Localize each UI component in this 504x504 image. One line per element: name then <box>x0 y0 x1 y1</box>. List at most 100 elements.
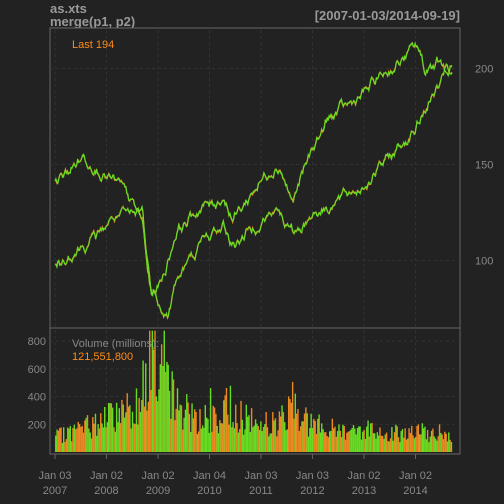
volume-bar <box>327 437 330 452</box>
volume-bar <box>228 424 230 452</box>
volume-bar <box>332 428 335 452</box>
volume-bar <box>395 424 397 452</box>
volume-bar <box>223 400 225 452</box>
volume-bar <box>331 418 334 452</box>
volume-bar <box>323 432 326 452</box>
volume-bar <box>314 420 316 452</box>
volume-bar <box>311 428 314 452</box>
volume-bar <box>325 432 327 452</box>
volume-bar <box>225 387 228 452</box>
volume-bar <box>159 364 162 452</box>
volume-bar <box>319 432 322 452</box>
volume-bar <box>55 435 57 452</box>
volume-bar <box>289 399 291 452</box>
volume-bar <box>404 428 406 452</box>
volume-bar <box>97 424 99 452</box>
volume-bar <box>359 426 361 452</box>
volume-bar <box>93 423 95 452</box>
volume-bar <box>88 428 90 452</box>
volume-bar <box>109 403 111 452</box>
volume-bar <box>348 431 351 452</box>
volume-bar <box>186 394 188 452</box>
volume-bar <box>184 409 187 452</box>
volume-bar <box>335 436 338 452</box>
volume-bar <box>121 399 123 452</box>
volume-bar <box>166 361 168 452</box>
volume-bar <box>141 399 143 452</box>
volume-bar <box>407 438 409 452</box>
volume-bar <box>68 428 70 452</box>
volume-bar <box>380 435 383 452</box>
volume-bar <box>313 418 315 452</box>
volume-bar <box>248 415 250 452</box>
volume-bar <box>183 417 185 452</box>
volume-bar <box>334 426 336 452</box>
x-tick-label: Jan 03 <box>244 470 277 482</box>
volume-bar <box>393 432 396 452</box>
volume-bar <box>143 406 146 452</box>
volume-bar <box>72 428 74 452</box>
volume-bar <box>290 402 293 452</box>
volume-bar <box>145 363 147 452</box>
volume-bar <box>57 430 60 452</box>
x-tick-label: Jan 02 <box>90 470 123 482</box>
volume-bar <box>142 360 144 452</box>
volume-bar <box>212 405 214 452</box>
volume-bar <box>201 425 204 452</box>
volume-bar <box>203 427 205 452</box>
volume-bar <box>231 427 233 452</box>
volume-bar <box>126 393 128 452</box>
volume-bar <box>317 418 319 452</box>
volume-bar <box>150 389 152 452</box>
volume-bar <box>428 442 430 452</box>
volume-last-label: 121,551,800 <box>72 351 133 363</box>
volume-bar <box>192 418 195 452</box>
volume-bar <box>241 419 244 452</box>
volume-bar <box>76 428 78 452</box>
volume-bar <box>171 371 173 452</box>
volume-bar <box>188 413 191 452</box>
volume-bar <box>436 440 438 452</box>
volume-bar <box>273 420 275 452</box>
volume-bar <box>265 411 267 452</box>
volume-bar <box>295 413 298 452</box>
volume-bar <box>208 432 210 452</box>
volume-bar <box>387 441 389 452</box>
volume-bar <box>162 365 164 452</box>
volume-bar <box>129 405 131 452</box>
volume-bar <box>178 410 180 452</box>
volume-bar <box>176 388 179 452</box>
volume-bar <box>277 430 279 452</box>
volume-y-tick-label: 600 <box>28 364 46 376</box>
volume-bar <box>412 435 414 452</box>
volume-bar <box>64 441 66 452</box>
volume-bar <box>158 389 160 452</box>
volume-bar <box>156 401 159 452</box>
x-tick-label: Jan 03 <box>296 470 329 482</box>
volume-bar <box>125 412 127 452</box>
volume-bar <box>133 423 135 452</box>
volume-bar <box>444 431 446 452</box>
volume-bar <box>92 417 94 452</box>
volume-bar <box>370 423 372 452</box>
volume-bar <box>127 406 130 452</box>
x-tick-year-label: 2012 <box>300 485 324 497</box>
volume-bar <box>149 330 151 452</box>
volume-bar <box>123 417 126 452</box>
volume-bar <box>190 431 192 452</box>
volume-bar <box>257 426 259 452</box>
volume-bar <box>179 404 181 452</box>
volume-bar <box>373 433 376 452</box>
volume-bar <box>384 434 386 452</box>
volume-bar <box>358 426 360 452</box>
volume-bar <box>422 428 425 452</box>
volume-bar <box>321 423 323 452</box>
x-tick-year-label: 2014 <box>403 485 427 497</box>
volume-bar <box>278 411 281 452</box>
volume-bar <box>59 428 61 452</box>
volume-bar <box>119 423 122 452</box>
volume-bar <box>448 432 450 452</box>
volume-bar <box>111 407 114 452</box>
volume-bar <box>371 422 373 452</box>
